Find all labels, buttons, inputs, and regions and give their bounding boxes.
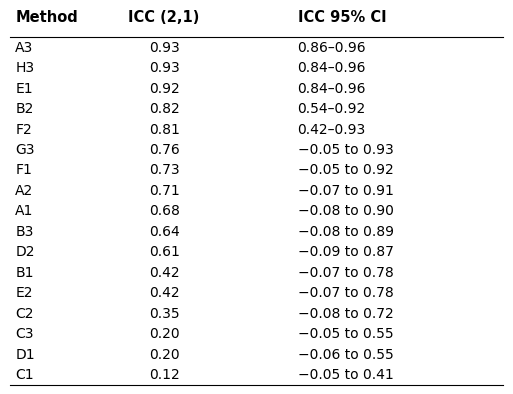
Text: −0.05 to 0.41: −0.05 to 0.41 [298, 368, 393, 382]
Text: E2: E2 [15, 286, 33, 300]
Text: 0.71: 0.71 [149, 184, 180, 198]
Text: 0.86–0.96: 0.86–0.96 [298, 41, 366, 55]
Text: 0.20: 0.20 [149, 327, 180, 341]
Text: 0.73: 0.73 [149, 164, 180, 177]
Text: F1: F1 [15, 164, 32, 177]
Text: F2: F2 [15, 123, 32, 137]
Text: −0.07 to 0.91: −0.07 to 0.91 [298, 184, 393, 198]
Text: −0.08 to 0.90: −0.08 to 0.90 [298, 204, 393, 218]
Text: 0.93: 0.93 [149, 41, 180, 55]
Text: 0.84–0.96: 0.84–0.96 [298, 82, 366, 96]
Text: −0.05 to 0.55: −0.05 to 0.55 [298, 327, 393, 341]
Text: 0.64: 0.64 [149, 225, 180, 239]
Text: E1: E1 [15, 82, 33, 96]
Text: ICC 95% CI: ICC 95% CI [298, 10, 386, 25]
Text: 0.61: 0.61 [149, 245, 180, 259]
Text: 0.82: 0.82 [149, 102, 180, 116]
Text: −0.08 to 0.72: −0.08 to 0.72 [298, 307, 393, 321]
Text: D1: D1 [15, 348, 35, 362]
Text: −0.09 to 0.87: −0.09 to 0.87 [298, 245, 393, 259]
Text: B3: B3 [15, 225, 34, 239]
Text: A3: A3 [15, 41, 34, 55]
Text: B1: B1 [15, 266, 34, 280]
Text: 0.35: 0.35 [149, 307, 180, 321]
Text: −0.05 to 0.93: −0.05 to 0.93 [298, 143, 393, 157]
Text: 0.42: 0.42 [149, 266, 180, 280]
Text: −0.07 to 0.78: −0.07 to 0.78 [298, 266, 393, 280]
Text: H3: H3 [15, 61, 34, 75]
Text: −0.08 to 0.89: −0.08 to 0.89 [298, 225, 393, 239]
Text: −0.07 to 0.78: −0.07 to 0.78 [298, 286, 393, 300]
Text: 0.54–0.92: 0.54–0.92 [298, 102, 366, 116]
Text: A1: A1 [15, 204, 34, 218]
Text: 0.84–0.96: 0.84–0.96 [298, 61, 366, 75]
Text: 0.92: 0.92 [149, 82, 180, 96]
Text: ICC (2,1): ICC (2,1) [128, 10, 200, 25]
Text: Method: Method [15, 10, 78, 25]
Text: D2: D2 [15, 245, 35, 259]
Text: 0.68: 0.68 [149, 204, 180, 218]
Text: 0.12: 0.12 [149, 368, 180, 382]
Text: A2: A2 [15, 184, 34, 198]
Text: 0.42: 0.42 [149, 286, 180, 300]
Text: 0.20: 0.20 [149, 348, 180, 362]
Text: 0.81: 0.81 [149, 123, 180, 137]
Text: B2: B2 [15, 102, 34, 116]
Text: C2: C2 [15, 307, 34, 321]
Text: −0.05 to 0.92: −0.05 to 0.92 [298, 164, 393, 177]
Text: 0.76: 0.76 [149, 143, 180, 157]
Text: −0.06 to 0.55: −0.06 to 0.55 [298, 348, 393, 362]
Text: 0.42–0.93: 0.42–0.93 [298, 123, 366, 137]
Text: 0.93: 0.93 [149, 61, 180, 75]
Text: C1: C1 [15, 368, 34, 382]
Text: G3: G3 [15, 143, 35, 157]
Text: C3: C3 [15, 327, 34, 341]
